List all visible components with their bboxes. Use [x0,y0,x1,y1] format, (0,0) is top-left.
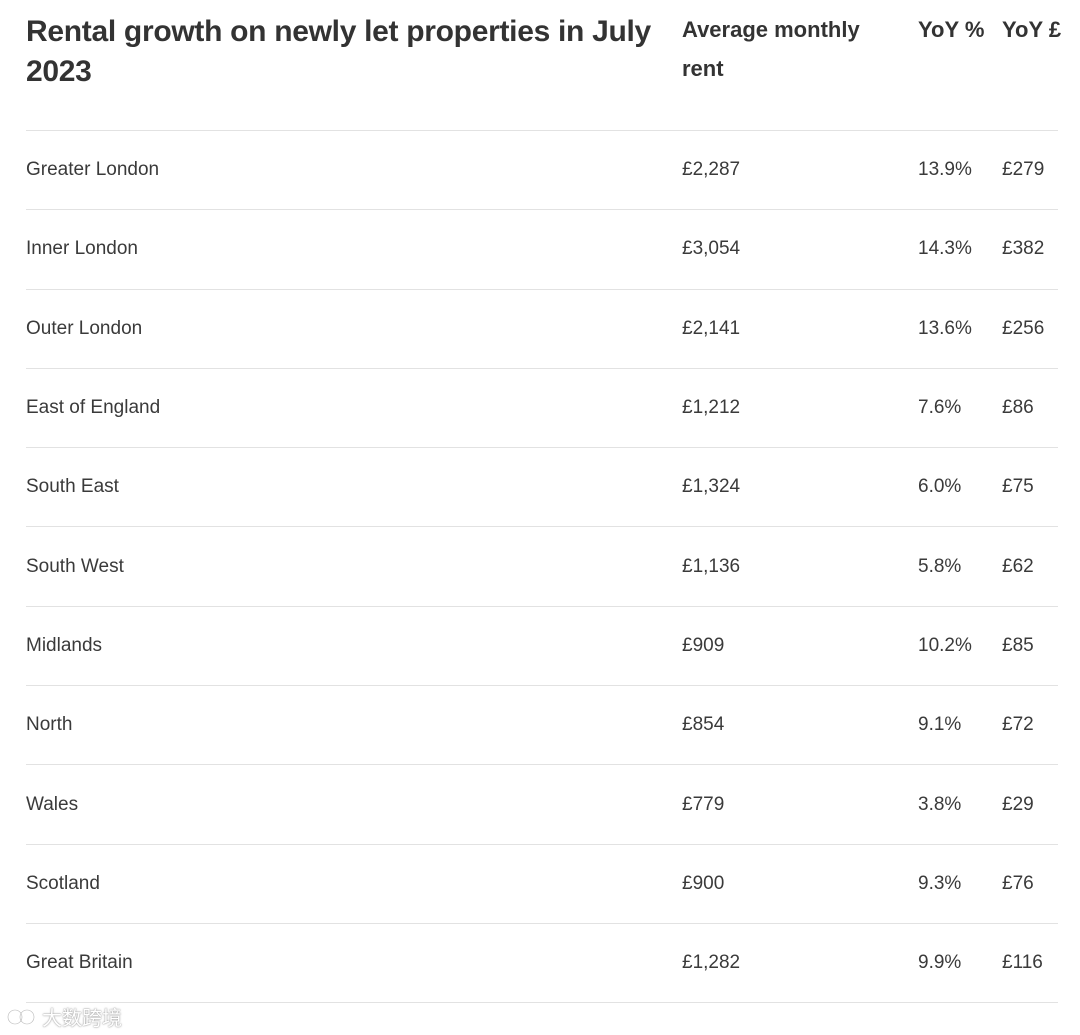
rent-cell: £909 [682,634,725,656]
rental-growth-table: Rental growth on newly let properties in… [26,0,1061,1004]
yoy-pct-cell: 5.8% [918,555,962,577]
yoy-gbp-cell: £76 [1002,872,1034,894]
region-cell: South East [26,476,119,498]
watermark: 大数跨境 [6,1002,122,1031]
rent-cell: £2,141 [682,317,741,339]
column-header-yoy-pct: YoY % [918,17,985,42]
table-row: Greater London £2,287 13.9% £279 [26,131,1058,211]
brand-logo-icon [6,1008,36,1025]
rent-cell: £779 [682,793,725,815]
watermark-text: 大数跨境 [42,1008,122,1030]
rent-cell: £854 [682,714,725,736]
yoy-gbp-cell: £62 [1002,555,1034,577]
yoy-pct-cell: 13.9% [918,159,972,181]
table-title: Rental growth on newly let properties in… [26,15,651,88]
rent-cell: £1,282 [682,952,741,974]
yoy-pct-cell: 6.0% [918,476,962,498]
yoy-gbp-cell: £29 [1002,793,1034,815]
region-cell: Wales [26,793,79,815]
yoy-pct-cell: 14.3% [918,238,972,260]
yoy-gbp-cell: £86 [1002,397,1034,419]
table-row: Great Britain £1,282 9.9% £116 [26,924,1058,1004]
table-row: Scotland £900 9.3% £76 [26,845,1058,924]
region-cell: South West [26,555,124,577]
rent-cell: £1,212 [682,397,741,419]
rent-cell: £1,136 [682,555,741,577]
yoy-pct-cell: 7.6% [918,397,962,419]
region-cell: North [26,714,73,736]
column-header-rent: Average monthly rent [682,17,860,81]
yoy-pct-cell: 9.1% [918,714,962,736]
yoy-gbp-cell: £279 [1002,159,1045,181]
rent-cell: £1,324 [682,476,741,498]
table-row: Midlands £909 10.2% £85 [26,607,1058,687]
yoy-gbp-cell: £85 [1002,634,1034,656]
region-cell: Outer London [26,317,143,339]
table-row: South West £1,136 5.8% £62 [26,527,1058,607]
yoy-gbp-cell: £382 [1002,238,1045,260]
table-row: East of England £1,212 7.6% £86 [26,369,1058,449]
yoy-gbp-cell: £116 [1002,952,1043,974]
yoy-pct-cell: 10.2% [918,634,972,656]
rent-cell: £3,054 [682,238,741,260]
yoy-pct-cell: 13.6% [918,317,972,339]
region-cell: Midlands [26,634,103,656]
region-cell: East of England [26,397,161,419]
table-header: Rental growth on newly let properties in… [26,0,1061,131]
table-row: South East £1,324 6.0% £75 [26,448,1058,528]
yoy-gbp-cell: £75 [1002,476,1034,498]
table-row: Inner London £3,054 14.3% £382 [26,210,1058,290]
region-cell: Greater London [26,159,160,181]
region-cell: Great Britain [26,952,133,974]
region-cell: Inner London [26,238,138,260]
yoy-gbp-cell: £72 [1002,714,1034,736]
table-row: Wales £779 3.8% £29 [26,765,1058,845]
column-header-yoy-gbp: YoY £ [1002,17,1062,42]
region-cell: Scotland [26,872,100,894]
yoy-pct-cell: 3.8% [918,793,962,815]
table-row: Outer London £2,141 13.6% £256 [26,290,1058,369]
rent-cell: £900 [682,872,725,894]
table-row: North £854 9.1% £72 [26,686,1058,766]
rent-cell: £2,287 [682,159,741,181]
yoy-pct-cell: 9.9% [918,952,962,974]
yoy-gbp-cell: £256 [1002,317,1045,339]
yoy-pct-cell: 9.3% [918,872,962,894]
